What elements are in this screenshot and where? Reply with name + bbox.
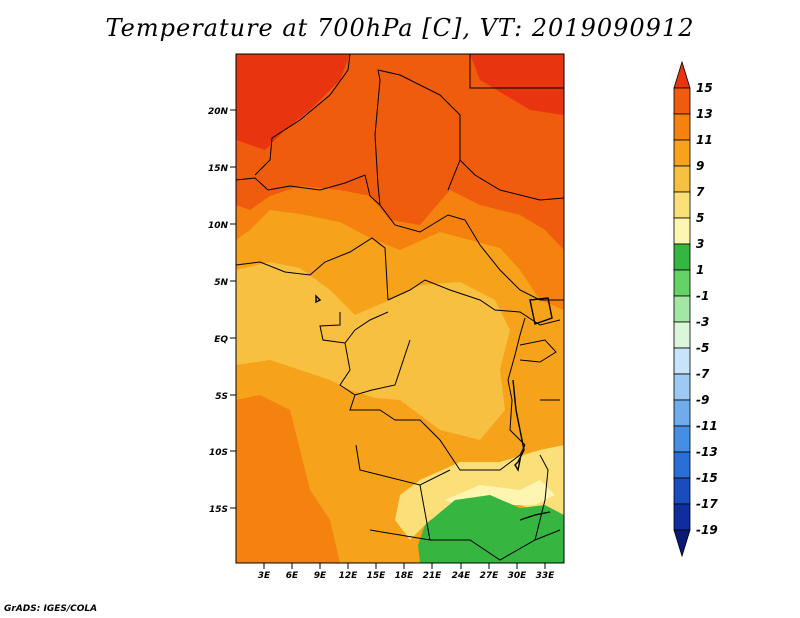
colorbar-segment: [673, 503, 691, 531]
lon-label: 15E: [367, 571, 387, 581]
colorbar-segment: [673, 139, 691, 167]
lat-label: EQ: [214, 335, 228, 345]
colorbar: 15 13 11 9 7 5 3 1 -1 -3 -5 -7 -9 -11 -13 -15 -17 -19: [673, 60, 718, 558]
colorbar-segment: [673, 295, 691, 323]
lakes: [315, 294, 553, 521]
colorbar-segment: [673, 451, 691, 479]
colorbar-segment: [673, 60, 691, 89]
lon-label: 9E: [314, 571, 327, 581]
colorbar-label: -3: [696, 315, 709, 329]
lat-label: 10N: [208, 221, 229, 231]
lat-label: 15S: [209, 505, 228, 515]
colorbar-segment: [673, 321, 691, 349]
colorbar-label: 5: [696, 211, 704, 225]
colorbar-label: 15: [696, 81, 713, 95]
lat-axis: 20N 15N 10N 5N EQ 5S 10S 15S: [208, 107, 236, 515]
lat-label: 5N: [214, 278, 228, 288]
colorbar-label: 11: [696, 133, 713, 147]
colorbar-segment: [673, 165, 691, 193]
country-borders: [236, 54, 564, 561]
chart-title: Temperature at 700hPa [C], VT: 201909091…: [105, 14, 695, 42]
lon-label: 21E: [423, 571, 443, 581]
colorbar-label: 9: [696, 159, 704, 173]
lat-label: 5S: [215, 392, 228, 402]
temperature-field: [236, 54, 564, 563]
colorbar-label: -1: [696, 289, 709, 303]
colorbar-label: -19: [696, 523, 718, 537]
lat-label: 20N: [208, 107, 229, 117]
colorbar-segment: [673, 87, 691, 115]
lon-label: 30E: [508, 571, 528, 581]
colorbar-label: -7: [696, 367, 710, 381]
colorbar-label: -5: [696, 341, 709, 355]
colorbar-segment: [673, 347, 691, 375]
colorbar-label: 3: [696, 237, 704, 251]
colorbar-label: -9: [696, 393, 709, 407]
lat-label: 10S: [209, 448, 228, 458]
colorbar-segment: [673, 243, 691, 271]
lon-label: 24E: [452, 571, 472, 581]
colorbar-label: 1: [696, 263, 704, 277]
colorbar-segment: [673, 373, 691, 401]
colorbar-segment: [673, 191, 691, 219]
colorbar-label: 7: [696, 185, 705, 199]
colorbar-label: 13: [696, 107, 713, 121]
lon-label: 27E: [480, 571, 500, 581]
lon-label: 6E: [286, 571, 299, 581]
colorbar-segment: [673, 113, 691, 141]
colorbar-segment: [673, 425, 691, 453]
colorbar-segment: [673, 399, 691, 427]
lon-label: 18E: [395, 571, 415, 581]
colorbar-label: -15: [696, 471, 718, 485]
colorbar-segment: [673, 217, 691, 245]
colorbar-segment: [673, 529, 691, 558]
lon-label: 33E: [536, 571, 556, 581]
colorbar-label: -11: [696, 419, 718, 433]
colorbar-label: -13: [696, 445, 718, 459]
credit-text: GrADS: IGES/COLA: [4, 604, 98, 614]
lon-label: 12E: [339, 571, 359, 581]
colorbar-segment: [673, 269, 691, 297]
colorbar-label: -17: [696, 497, 718, 511]
colorbar-segment: [673, 477, 691, 505]
lon-label: 3E: [258, 571, 271, 581]
lon-axis: 3E 6E 9E 12E 15E 18E 21E 24E 27E 30E 33E: [258, 563, 555, 581]
map-frame: [235, 53, 565, 564]
lat-label: 15N: [208, 164, 229, 174]
